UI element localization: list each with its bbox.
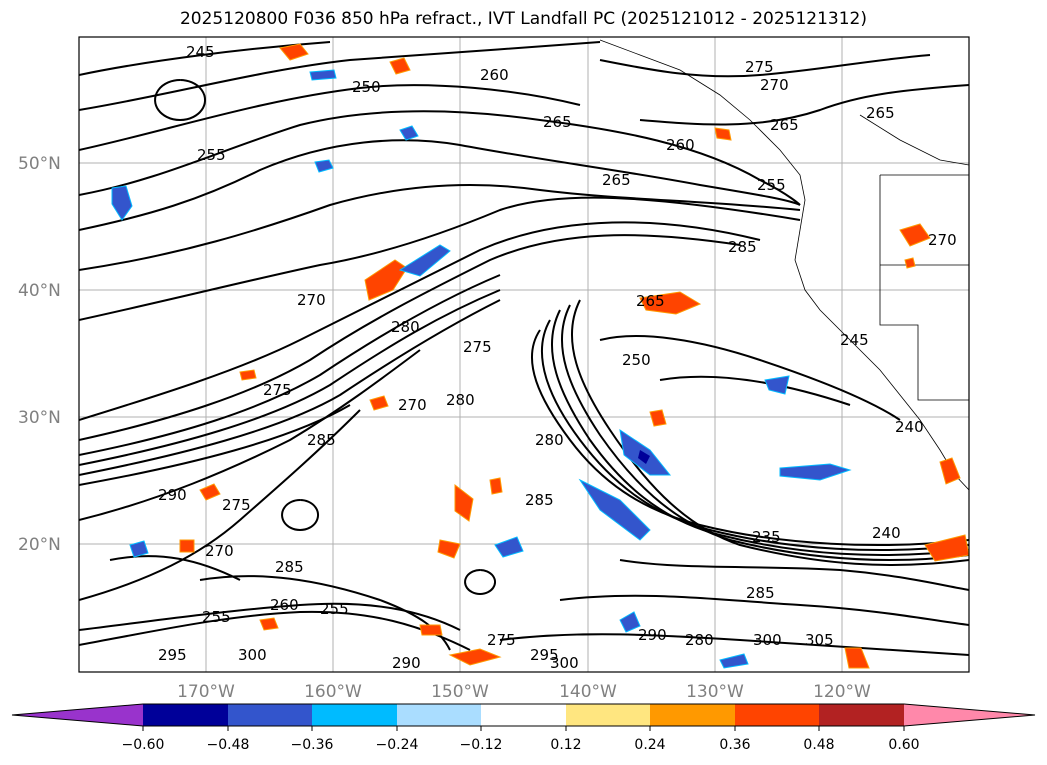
colorbar-tick-label: 0.36: [719, 737, 750, 753]
longitude-labels: 170°W 160°W 150°W 140°W 130°W 120°W: [177, 682, 871, 702]
lon-label: 170°W: [177, 682, 235, 702]
colorbar-tick-label: 0.12: [550, 737, 581, 753]
contour-label: 240: [895, 418, 924, 436]
lat-label: 40°N: [18, 281, 61, 301]
contour-label: 260: [480, 66, 509, 84]
colorbar-extend-high: [904, 704, 1035, 726]
contour-label: 300: [238, 646, 267, 664]
colorbar-tick-label: −0.24: [376, 737, 419, 753]
contour-label: 285: [746, 584, 775, 602]
colorbar: −0.60 −0.48 −0.36 −0.24 −0.12 0.12 0.24 …: [11, 703, 1036, 753]
colorbar-tick-label: −0.12: [460, 737, 503, 753]
contour-labels: 245 250 260 270 275 265 255 260 265 255 …: [158, 43, 957, 672]
contour-label: 255: [202, 608, 231, 626]
colorbar-bin: [650, 704, 735, 726]
colorbar-bin: [735, 704, 819, 726]
colorbar-extend-low: [12, 704, 143, 726]
contour-label: 285: [275, 558, 304, 576]
contour-label: 275: [487, 631, 516, 649]
contour-label: 250: [622, 351, 651, 369]
contour-label: 275: [463, 338, 492, 356]
contour-label: 240: [872, 524, 901, 542]
contour-label: 265: [602, 171, 631, 189]
lat-label: 20°N: [18, 535, 61, 555]
colorbar-bin: [819, 704, 904, 726]
contour-label: 275: [263, 381, 292, 399]
contour-label: 255: [197, 146, 226, 164]
pc-shading: [111, 43, 969, 669]
contour-label: 260: [666, 136, 695, 154]
lon-label: 120°W: [813, 682, 871, 702]
colorbar-tick-label: −0.60: [122, 737, 165, 753]
contour-label: 280: [391, 318, 420, 336]
contour-label: 280: [685, 631, 714, 649]
contour-label: 255: [320, 600, 349, 618]
colorbar-tick-label: 0.48: [803, 737, 834, 753]
contour-label: 285: [728, 238, 757, 256]
colorbar-tick-label: −0.48: [207, 737, 250, 753]
contour-label: 265: [770, 116, 799, 134]
contour-label: 295: [158, 646, 187, 664]
colorbar-bin: [566, 704, 650, 726]
contour-label: 280: [535, 431, 564, 449]
contour-label: 290: [158, 486, 187, 504]
contour-label: 295: [530, 646, 559, 664]
contour-label: 270: [398, 396, 427, 414]
refractivity-contours: [79, 41, 969, 656]
contour-label: 300: [753, 631, 782, 649]
colorbar-bin: [228, 704, 312, 726]
contour-label: 270: [205, 542, 234, 560]
contour-label: 275: [222, 496, 251, 514]
contour-label: 255: [757, 176, 786, 194]
contour-label: 265: [866, 104, 895, 122]
lon-label: 140°W: [559, 682, 617, 702]
colorbar-ticks: [142, 726, 905, 731]
lat-label: 30°N: [18, 408, 61, 428]
contour-label: 245: [186, 43, 215, 61]
contour-label: 280: [446, 391, 475, 409]
map-title: 2025120800 F036 850 hPa refract., IVT La…: [179, 9, 867, 29]
contour-label: 270: [297, 291, 326, 309]
map-frame: [78, 36, 970, 673]
contour-label: 235: [752, 528, 781, 546]
contour-label: 250: [352, 78, 381, 96]
lat-label: 50°N: [18, 154, 61, 174]
contour-label: 290: [638, 626, 667, 644]
colorbar-tick-label: 0.24: [634, 737, 665, 753]
latitude-labels: 50°N 40°N 30°N 20°N: [18, 154, 61, 555]
contour-label: 265: [543, 113, 572, 131]
contour-label: 290: [392, 654, 421, 672]
colorbar-bin: [312, 704, 397, 726]
lon-label: 150°W: [431, 682, 489, 702]
contour-label: 300: [550, 654, 579, 672]
contour-label: 285: [307, 431, 336, 449]
contour-label: 270: [760, 76, 789, 94]
colorbar-tick-label: −0.36: [291, 737, 334, 753]
map-plot-area: 245 250 260 270 275 265 255 260 265 255 …: [79, 37, 969, 672]
colorbar-tick-label: 0.60: [888, 737, 919, 753]
map-background: [79, 37, 969, 672]
contour-label: 260: [270, 596, 299, 614]
colorbar-bin: [481, 704, 566, 726]
contour-label: 270: [928, 231, 957, 249]
colorbar-bin: [143, 704, 228, 726]
contour-label: 265: [636, 292, 665, 310]
colorbar-bin: [397, 704, 481, 726]
contour-label: 275: [745, 58, 774, 76]
contour-label: 285: [525, 491, 554, 509]
lon-label: 160°W: [304, 682, 362, 702]
coastline: [599, 39, 969, 491]
contour-label: 245: [840, 331, 869, 349]
lon-label: 130°W: [686, 682, 744, 702]
contour-label: 305: [805, 631, 834, 649]
